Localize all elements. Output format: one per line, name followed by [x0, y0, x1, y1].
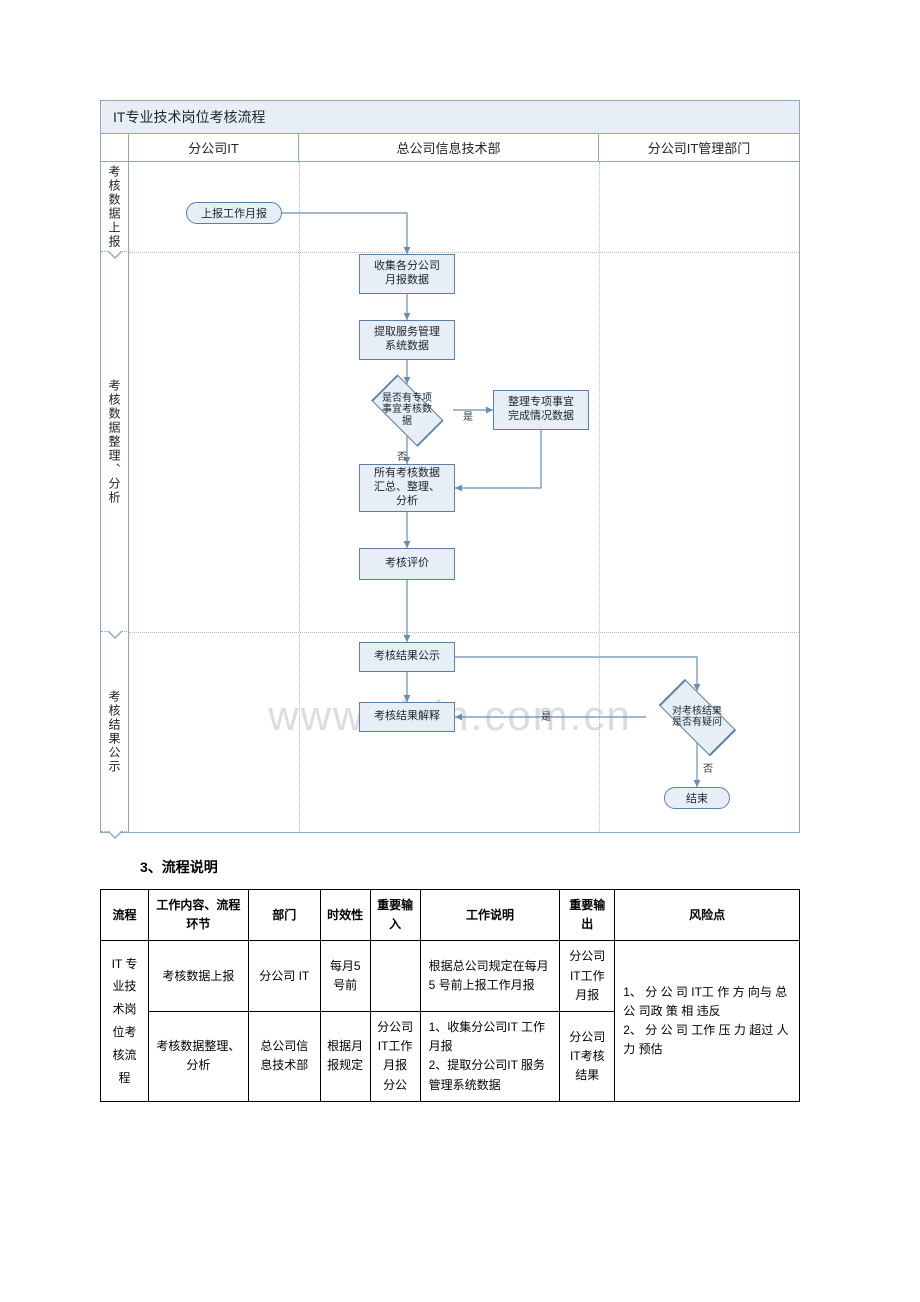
- cell-r1-time: 每月5 号前: [320, 941, 370, 1012]
- lane-head-1: 总公司信息技术部: [299, 134, 599, 162]
- cell-r2-time: 根据月报规定: [320, 1011, 370, 1101]
- cell-proc: IT 专业技术岗位考核流程: [101, 941, 149, 1101]
- cell-r2-step: 考核数据整理、分析: [148, 1011, 248, 1101]
- node-n7: 考核结果解释: [359, 702, 455, 732]
- lane-head-0: 分公司IT: [129, 134, 299, 162]
- edge-label-d2-end: 否: [703, 760, 713, 775]
- lane-head-2: 分公司IT管理部门: [599, 134, 799, 162]
- cell-r2-input: 分公司 IT工作月报分公: [370, 1011, 420, 1101]
- edge-n6-d2: [455, 657, 697, 691]
- edge-start-n1: [282, 213, 407, 254]
- edge-label-d2-n7: 是: [541, 708, 551, 723]
- swimlane-diagram: IT专业技术岗位考核流程 分公司IT 总公司信息技术部 分公司IT管理部门 ww…: [100, 100, 800, 833]
- th-3: 时效性: [320, 890, 370, 941]
- th-7: 风险点: [615, 890, 800, 941]
- cell-r1-step: 考核数据上报: [148, 941, 248, 1012]
- th-2: 部门: [248, 890, 320, 941]
- edge-label-d1-n4: 否: [397, 448, 407, 463]
- th-6: 重要输出: [560, 890, 615, 941]
- stage-label-2: 考核结果公示: [101, 632, 129, 832]
- cell-r1-desc: 根据总公司规定在每月 5 号前上报工作月报: [420, 941, 560, 1012]
- th-5: 工作说明: [420, 890, 560, 941]
- stage-label-1: 考核数据整理、分析: [101, 252, 129, 632]
- page-root: IT专业技术岗位考核流程 分公司IT 总公司信息技术部 分公司IT管理部门 ww…: [0, 0, 920, 1142]
- cell-r1-input: [370, 941, 420, 1012]
- node-n1: 收集各分公司月报数据: [359, 254, 455, 294]
- cell-r1-dept: 分公司 IT: [248, 941, 320, 1012]
- node-n4: 所有考核数据汇总、整理、分析: [359, 464, 455, 512]
- node-n2: 提取服务管理系统数据: [359, 320, 455, 360]
- th-4: 重要输入: [370, 890, 420, 941]
- swimlane-body: www.zixin.com.cn 考核数据上报考核数据整理、分析考核结果公示是否…: [101, 162, 799, 832]
- cell-r1-output: 分公司 IT工作月报: [560, 941, 615, 1012]
- stage-col-header: [101, 134, 129, 162]
- swimlane-header: 分公司IT 总公司信息技术部 分公司IT管理部门: [101, 134, 799, 162]
- node-d1: 是否有专项事宜考核数据: [361, 384, 453, 436]
- node-n3: 整理专项事宜完成情况数据: [493, 390, 589, 430]
- cell-r2-desc: 1、收集分公司IT 工作月报2、提取分公司IT 服务管理系统数据: [420, 1011, 560, 1101]
- desc-table: 流程工作内容、流程环节部门时效性重要输入工作说明重要输出风险点 IT 专业技术岗…: [100, 889, 800, 1102]
- edge-n3-n4: [455, 430, 541, 488]
- th-0: 流程: [101, 890, 149, 941]
- cell-risk: 1、 分 公 司 IT工 作 方 向与 总 公 司政 策 相 违反2、 分 公 …: [615, 941, 800, 1101]
- section-heading: 3、流程说明: [140, 857, 840, 877]
- node-n5: 考核评价: [359, 548, 455, 580]
- node-start: 上报工作月报: [186, 202, 282, 224]
- node-end: 结束: [664, 787, 730, 809]
- edge-label-d1-n3: 是: [463, 408, 473, 423]
- cell-r2-dept: 总公司信息技术部: [248, 1011, 320, 1101]
- flowchart-title: IT专业技术岗位考核流程: [101, 101, 799, 134]
- stage-label-0: 考核数据上报: [101, 162, 129, 252]
- node-n6: 考核结果公示: [359, 642, 455, 672]
- th-1: 工作内容、流程环节: [148, 890, 248, 941]
- node-d2: 对考核结果是否有疑问: [646, 691, 748, 743]
- cell-r2-output: 分公司 IT考核结果: [560, 1011, 615, 1101]
